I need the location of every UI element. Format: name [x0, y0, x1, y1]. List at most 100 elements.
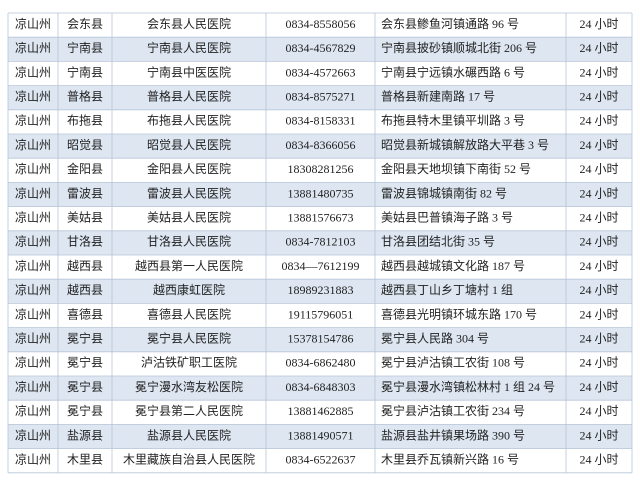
cell: 盐源县人民医院: [147, 428, 231, 442]
cell: 冕宁县: [67, 355, 103, 370]
cell: 凉山州: [15, 427, 51, 442]
cell: 冕宁县人民路 304 号: [381, 330, 489, 345]
cell: 0834-8575271: [286, 89, 356, 103]
cell: 美姑县人民医院: [147, 210, 231, 224]
cell: 越西县: [67, 283, 103, 297]
cell: 凉山州: [15, 137, 51, 152]
cell: 24 小时: [579, 114, 618, 128]
cell: 24 小时: [579, 404, 618, 418]
cell: 冕宁漫水湾友松医院: [135, 379, 243, 394]
cell: 13881576673: [288, 210, 354, 224]
cell: 0834-6862480: [286, 356, 356, 370]
cell: 24 小时: [579, 235, 618, 249]
cell: 18989231883: [288, 283, 354, 297]
cell: 24 小时: [579, 210, 618, 224]
cell: 昭觉县新城镇解放路大平巷 3 号: [381, 137, 549, 152]
cell: 会东县鲹鱼河镇通路 96 号: [381, 16, 519, 31]
cell: 冕宁县泸沽镇工农街 234 号: [381, 403, 525, 418]
cell: 24 小时: [579, 162, 618, 176]
cell: 24 小时: [579, 307, 618, 321]
cell: 冕宁县: [67, 330, 103, 345]
cell: 凉山州: [15, 234, 51, 249]
cell: 越西县: [67, 259, 103, 273]
cell: 宁南县披砂镇顺城北街 206 号: [381, 40, 537, 55]
cell: 24 小时: [579, 380, 618, 394]
cell: 木里藏族自治县人民医院: [123, 452, 255, 466]
cell: 木里县乔瓦镇新兴路 16 号: [381, 451, 519, 466]
cell: 24 小时: [579, 41, 618, 55]
cell: 普格县: [67, 88, 103, 103]
cell: 越西县丁山乡丁塘村 1 组: [381, 282, 513, 297]
cell: 泸沽铁矿职工医院: [141, 356, 237, 370]
cell: 24 小时: [579, 452, 618, 466]
cell: 24 小时: [579, 331, 618, 345]
cell: 甘洛县: [67, 234, 103, 249]
cell: 冕宁县泸沽镇工农街 108 号: [381, 355, 525, 370]
cell: 24 小时: [579, 186, 618, 200]
cell: 宁南县人民医院: [147, 40, 231, 55]
cell: 凉山州: [15, 185, 51, 200]
cell: 凉山州: [15, 113, 51, 128]
cell: 雷波县: [67, 186, 103, 200]
cell: 13881480735: [288, 186, 354, 200]
cell: 24 小时: [579, 259, 618, 273]
cell: 越西康虹医院: [153, 282, 225, 297]
cell: 会东县人民医院: [147, 17, 231, 31]
cell: 凉山州: [15, 451, 51, 466]
cell: 普格县新建南路 17 号: [381, 88, 495, 103]
cell: 13881462885: [288, 404, 354, 418]
cell: 美姑县巴普镇海子路 3 号: [381, 209, 513, 224]
cell: 18308281256: [288, 162, 354, 176]
cell: 24 小时: [579, 138, 618, 152]
cell: 凉山州: [15, 16, 51, 31]
cell: 凉山州: [15, 64, 51, 79]
cell: 0834-4572663: [286, 65, 356, 79]
cell: 木里县: [67, 452, 103, 466]
cell: 冕宁县人民医院: [147, 330, 231, 345]
cell: 15378154786: [288, 331, 354, 345]
cell: 昭觉县人民医院: [147, 138, 231, 152]
cell: 雷波县锦城镇南街 82 号: [381, 185, 507, 200]
cell: 凉山州: [15, 403, 51, 418]
cell: 甘洛县团结北街 35 号: [381, 234, 495, 249]
cell: 0834-8158331: [286, 114, 356, 128]
cell: 凉山州: [15, 40, 51, 55]
cell: 宁南县中医医院: [147, 64, 231, 79]
cell: 凉山州: [15, 209, 51, 224]
cell: 会东县: [67, 17, 103, 31]
cell: 24 小时: [579, 89, 618, 103]
cell: 凉山州: [15, 355, 51, 370]
cell: 24 小时: [579, 17, 618, 31]
cell: 24 小时: [579, 65, 618, 79]
cell: 甘洛县人民医院: [147, 234, 231, 249]
cell: 24 小时: [579, 283, 618, 297]
cell: 0834-6848303: [286, 380, 356, 394]
cell: 金阳县天地坝镇下南街 52 号: [381, 161, 531, 176]
cell: 0834—7612199: [282, 259, 360, 273]
cell: 昭觉县: [67, 138, 103, 152]
cell: 凉山州: [15, 330, 51, 345]
cell: 雷波县人民医院: [147, 186, 231, 200]
cell: 0834-8366056: [286, 138, 356, 152]
cell: 凉山州: [15, 379, 51, 394]
cell: 普格县人民医院: [147, 88, 231, 103]
cell: 24 小时: [579, 428, 618, 442]
cell: 金阳县: [67, 161, 103, 176]
cell: 13881490571: [288, 428, 354, 442]
cell: 宁南县宁远镇水碾西路 6 号: [381, 64, 525, 79]
cell: 24 小时: [579, 356, 618, 370]
cell: 0834-8558056: [286, 17, 356, 31]
cell: 凉山州: [15, 88, 51, 103]
cell: 0834-4567829: [286, 41, 356, 55]
cell: 宁南县: [67, 40, 103, 55]
cell: 冕宁县: [67, 403, 103, 418]
cell: 布拖县特木里镇平圳路 3 号: [381, 113, 525, 128]
cell: 布拖县: [67, 114, 103, 128]
cell: 美姑县: [67, 210, 103, 224]
cell: 喜德县光明镇环城东路 170 号: [381, 306, 537, 321]
cell: 冕宁县第二人民医院: [135, 403, 243, 418]
cell: 冕宁县: [67, 379, 103, 394]
cell: 19115796051: [288, 307, 354, 321]
cell: 喜德县: [67, 306, 103, 321]
